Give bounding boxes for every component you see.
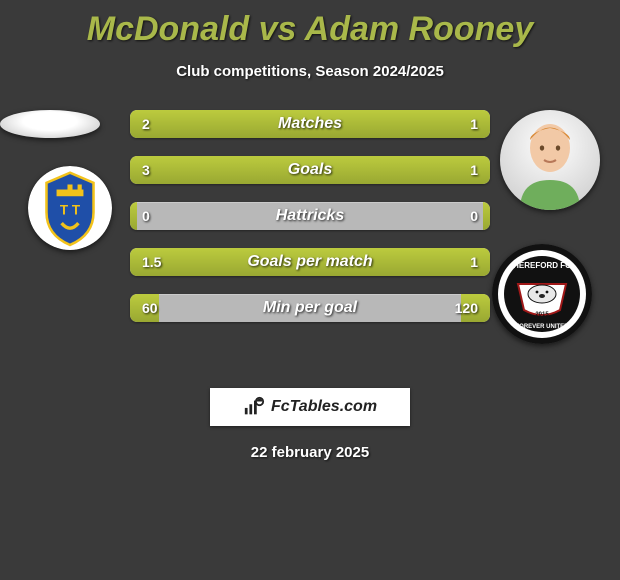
comparison-stage: T T HEREFORD FC FOREVER UNITED 2015 Matc… [0, 110, 620, 370]
svg-text:T T: T T [60, 203, 81, 218]
stat-row: Goals3 1 [130, 156, 490, 184]
stat-label: Matches [130, 110, 490, 138]
date-label: 22 february 2025 [0, 444, 620, 461]
svg-text:2015: 2015 [535, 312, 549, 318]
stat-label: Goals per match [130, 248, 490, 276]
svg-text:HEREFORD FC: HEREFORD FC [513, 261, 571, 270]
team-left-crest-icon: T T [28, 166, 112, 250]
stat-label: Hattricks [130, 202, 490, 230]
svg-text:FOREVER UNITED: FOREVER UNITED [515, 324, 569, 330]
attribution-box: FcTables.com [210, 388, 410, 426]
stat-value-right: 0 [470, 202, 478, 230]
stat-row: Matches2 1 [130, 110, 490, 138]
stat-value-right: 1 [470, 110, 478, 138]
team-right-crest: HEREFORD FC FOREVER UNITED 2015 [492, 244, 592, 344]
stat-value-right: 120 [455, 294, 478, 322]
player-right-avatar [500, 110, 600, 210]
stat-row: Min per goal60 120 [130, 294, 490, 322]
stat-value-left: 0 [142, 202, 150, 230]
page-title: McDonald vs Adam Rooney [0, 0, 620, 49]
subtitle: Club competitions, Season 2024/2025 [0, 63, 620, 80]
stat-row: Hattricks0 0 [130, 202, 490, 230]
stat-bars: Matches21Goals31Hattricks00Goals per mat… [130, 110, 490, 340]
stat-value-left: 1.5 [142, 248, 161, 276]
stat-value-left: 60 [142, 294, 158, 322]
player-left-avatar [0, 110, 100, 138]
attribution-label: FcTables.com [271, 398, 377, 416]
stat-value-left: 2 [142, 110, 150, 138]
stat-label: Goals [130, 156, 490, 184]
stat-value-right: 1 [470, 248, 478, 276]
fctables-logo-icon [243, 396, 265, 418]
stat-value-left: 3 [142, 156, 150, 184]
team-left-crest: T T [28, 166, 112, 250]
team-right-crest-icon: HEREFORD FC FOREVER UNITED 2015 [492, 244, 592, 344]
stat-value-right: 1 [470, 156, 478, 184]
player-right-icon [500, 110, 600, 210]
stat-label: Min per goal [130, 294, 490, 322]
stat-row: Goals per match1.5 1 [130, 248, 490, 276]
